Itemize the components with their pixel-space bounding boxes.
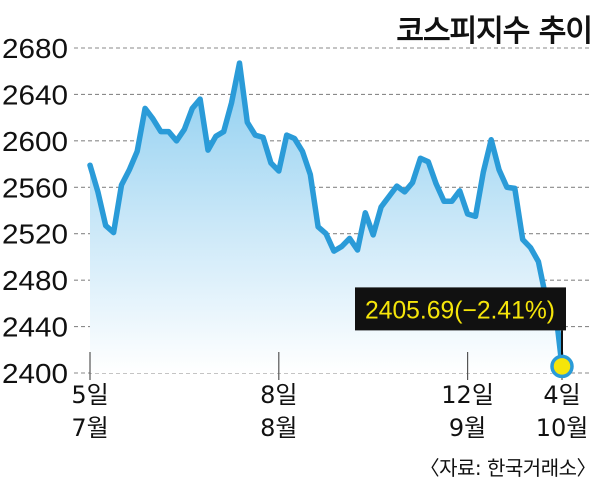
y-tick-label: 2560 [2,172,68,203]
x-tick-month-label: 7월 [71,414,108,442]
y-tick-label: 2440 [2,312,68,343]
x-tick-day-label: 8일 [260,381,297,409]
y-tick-label: 2640 [2,79,68,110]
y-tick-label: 2400 [2,358,68,389]
chart-title: 코스피지수 추이 [396,14,593,49]
x-tick-month-label: 9월 [449,414,486,442]
y-tick-label: 2480 [2,265,68,296]
latest-value-callout-label: 2405.69(−2.41%) [365,296,555,324]
source-note: 〈자료: 한국거래소〉 [419,456,597,480]
x-tick-month-label: 10월 [536,414,589,442]
latest-point-marker [550,354,574,379]
x-tick-day-label: 12일 [441,381,494,409]
x-tick-day-label: 4일 [543,381,580,409]
latest-value-callout-box [355,287,566,331]
x-tick-day-label: 5일 [71,381,108,409]
series-line [87,60,565,370]
x-tick-month-label: 8월 [260,414,297,442]
y-tick-label: 2600 [2,126,68,157]
y-tick-label: 2520 [2,219,68,250]
y-tick-label: 2680 [2,33,68,64]
